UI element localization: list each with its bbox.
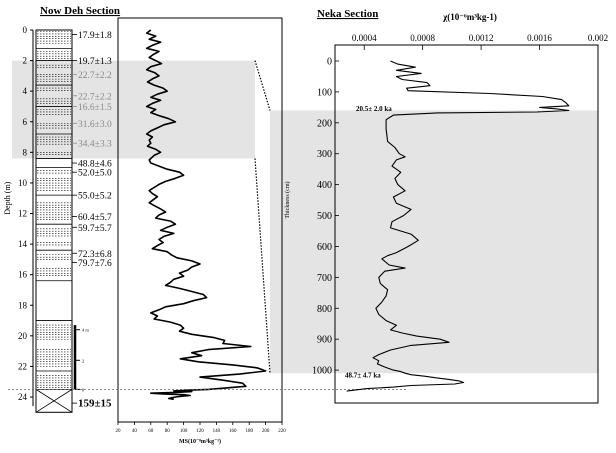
age-label: 19.7±1.3 — [78, 57, 112, 67]
age-label: 48.8±4.6 — [78, 160, 112, 170]
age-label: 22.7±2.2 — [78, 92, 112, 102]
depth-tick-label: 24 — [18, 392, 28, 402]
thickness-tick-label: 400 — [317, 180, 332, 191]
chi-tick-label: 0.0008 — [410, 33, 435, 43]
ms-tick-label: 220 — [278, 429, 286, 434]
ms-tick-label: 80 — [165, 429, 171, 434]
depth-tick-label: 14 — [18, 239, 28, 249]
scale-bar-label: 4 m — [82, 328, 89, 333]
neka-age-annotation: 48.7± 4.7 ka — [345, 372, 381, 380]
chi-plot: 0.0004 0.0008 0.0012 0.0016 0.002 χ(10⁻⁶m³kg-… — [284, 12, 608, 404]
neka-age-annotation: 20.5± 2.0 ka — [356, 105, 392, 113]
age-label: 60.4±5.7 — [78, 213, 112, 223]
thickness-tick-label: 800 — [317, 304, 332, 315]
scale-bar-label: 0 — [82, 387, 85, 392]
ms-tick-label: 160 — [229, 429, 237, 434]
thickness-tick-label: 200 — [317, 118, 332, 129]
ms-axis-title: MS(10⁻⁸m³kg⁻¹) — [179, 438, 221, 445]
chi-tick-label: 0.0004 — [352, 33, 377, 43]
thickness-tick-label: 300 — [317, 149, 332, 160]
age-label: 31.6±3.0 — [78, 120, 112, 130]
chi-plot-frame — [334, 44, 599, 404]
scale-bar: 4 m 2 0 — [73, 325, 89, 392]
left-section-title: Now Deh Section — [40, 5, 120, 17]
right-shaded-interval — [270, 110, 598, 374]
scale-bar-label: 2 — [82, 358, 84, 363]
chi-curve — [346, 60, 570, 392]
chi-tick-label: 0.002 — [588, 33, 608, 43]
correlation-lines — [254, 60, 271, 374]
depth-tick-label: 20 — [18, 331, 28, 341]
ms-tick-label: 140 — [213, 429, 221, 434]
ms-curve — [145, 29, 267, 401]
chi-tick-label: 0.0012 — [469, 33, 494, 43]
thickness-tick-label: 0 — [327, 57, 332, 68]
connector-bottom — [254, 158, 271, 374]
thickness-tick-label: 1000 — [312, 366, 332, 377]
ms-tick-label: 40 — [132, 429, 138, 434]
thickness-tick-label: 500 — [317, 211, 332, 222]
chi-axis-title: χ(10⁻⁶m³kg-1) — [442, 12, 497, 22]
thickness-tick-label: 700 — [317, 273, 332, 284]
ms-tick-label: 200 — [262, 429, 270, 434]
lithology-column-frame — [35, 29, 73, 413]
ms-tick-label: 20 — [116, 429, 122, 434]
ms-tick-label: 180 — [245, 429, 253, 434]
connector-top — [254, 60, 271, 111]
left-shaded-interval — [12, 60, 255, 159]
ms-tick-label: 60 — [148, 429, 154, 434]
age-label: 17.9±1.8 — [78, 31, 112, 41]
age-label: 22.7±2.2 — [78, 71, 112, 81]
depth-tick-label: 8 — [23, 147, 28, 157]
depth-tick-label: 18 — [18, 300, 28, 310]
thickness-axis-title: Thickness (cm) — [284, 182, 291, 219]
age-label: 34.4±3.3 — [78, 140, 112, 150]
ms-tick-label: 100 — [180, 429, 188, 434]
left-shading-layer — [12, 60, 255, 159]
ms-tick-label: 120 — [196, 429, 204, 434]
age-label: 72.3±6.8 — [78, 250, 112, 260]
thickness-tick-label: 600 — [317, 242, 332, 253]
depth-tick-label: 12 — [18, 209, 27, 219]
ms-plot: 20 40 60 80 100 120 140 160 180 200 220MS(10⁻⁸m³kg… — [8, 17, 408, 445]
right-shading-layer — [270, 110, 598, 374]
age-label: 59.7±5.7 — [78, 224, 112, 234]
age-labels: 17.9±1.819.7±1.322.7±2.222.7±2.216.6±1.5… — [72, 31, 112, 410]
right-section-title: Neka Section — [317, 8, 378, 20]
age-label: 159±15 — [78, 398, 112, 410]
depth-tick-label: 4 — [23, 86, 28, 96]
depth-tick-label: 10 — [18, 178, 28, 188]
thickness-tick-label: 900 — [317, 335, 332, 346]
age-label: 16.6±1.5 — [78, 103, 112, 113]
chi-tick-label: 0.0016 — [527, 33, 552, 43]
depth-axis-title: Depth (m) — [3, 181, 12, 214]
age-label: 55.0±5.2 — [78, 192, 112, 202]
age-label: 79.7±7.6 — [78, 259, 112, 269]
depth-tick-label: 16 — [18, 270, 28, 280]
lithology-column — [35, 29, 73, 413]
depth-tick-label: 22 — [18, 361, 27, 371]
depth-tick-label: 2 — [23, 56, 28, 66]
age-label: 52.0±5.0 — [78, 169, 112, 179]
depth-tick-label: 0 — [23, 25, 28, 35]
depth-tick-label: 6 — [23, 117, 28, 127]
thickness-tick-label: 100 — [317, 87, 332, 98]
base-cross-2 — [35, 389, 73, 413]
